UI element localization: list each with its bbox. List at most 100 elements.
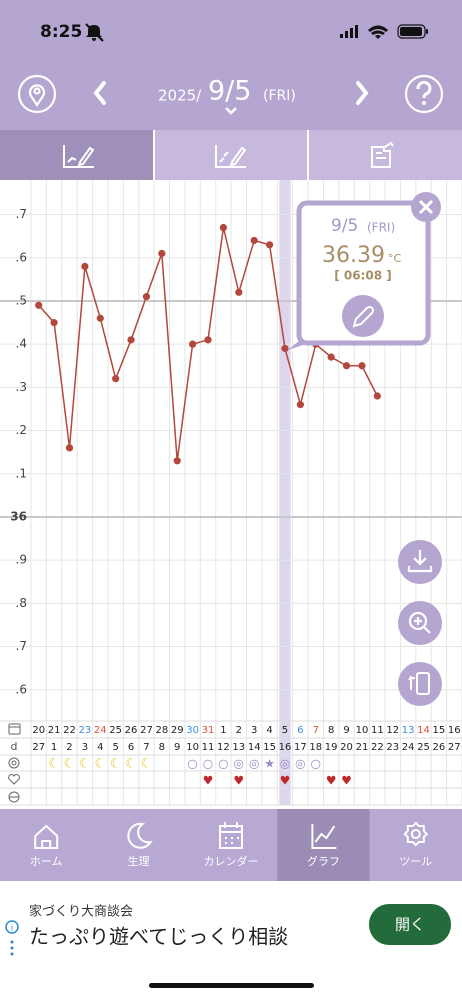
ad-title: たっぷり遊べてじっくり相談 xyxy=(29,925,288,949)
date-label: 7 xyxy=(313,725,319,736)
cycle-day: 7 xyxy=(143,742,149,753)
heart-mark: ♥ xyxy=(341,774,352,788)
moon-mark: ☾ xyxy=(94,757,106,772)
popup-date: 9/5 xyxy=(331,216,358,236)
date-label: 26 xyxy=(125,725,138,736)
rotate-button[interactable] xyxy=(398,662,442,706)
y-tick-label: .3 xyxy=(16,380,27,394)
temperature-point xyxy=(358,362,366,370)
cycle-day: 17 xyxy=(294,742,307,753)
temperature-point xyxy=(265,241,274,249)
popup-unit: °C xyxy=(388,252,402,265)
temperature-point xyxy=(235,288,243,296)
temperature-point xyxy=(127,336,135,344)
date-label: 16 xyxy=(448,725,461,736)
temperature-point xyxy=(373,392,381,400)
y-tick-label: .9 xyxy=(16,553,27,567)
status-time: 8:25 xyxy=(40,22,82,42)
ovulation-mark: ◎ xyxy=(249,757,259,771)
tab-icons[interactable] xyxy=(63,141,394,168)
header-weekday: (FRI) xyxy=(263,88,296,104)
cycle-day: 3 xyxy=(82,742,88,753)
temperature-point xyxy=(281,344,289,353)
help-button[interactable] xyxy=(404,74,444,114)
date-label: 23 xyxy=(79,725,92,736)
cycle-day: 9 xyxy=(174,742,180,753)
date-label: 4 xyxy=(266,725,272,736)
temperature-point xyxy=(296,401,304,409)
ovulation-mark: ★ xyxy=(264,757,275,771)
popup-box xyxy=(296,200,431,346)
location-button[interactable] xyxy=(17,74,57,114)
cycle-day: 11 xyxy=(202,742,215,753)
temperature-point xyxy=(219,223,228,232)
nav-item[interactable] xyxy=(403,821,429,847)
y-tick-label: .7 xyxy=(16,207,27,221)
nav-label: グラフ xyxy=(307,854,340,868)
nav-item[interactable] xyxy=(127,822,153,849)
ovulation-mark: ◎ xyxy=(295,757,305,771)
temperature-point xyxy=(112,375,120,383)
nav-item[interactable] xyxy=(34,824,59,849)
date-label: 8 xyxy=(328,725,334,736)
day-label: d xyxy=(11,740,18,753)
nav-item[interactable] xyxy=(311,824,337,849)
cycle-day: 18 xyxy=(309,742,322,753)
date-label: 31 xyxy=(202,725,215,736)
tab-selected[interactable] xyxy=(0,130,153,180)
date-label: 20 xyxy=(32,725,45,736)
temperature-point xyxy=(327,353,335,361)
nav-label: ホーム xyxy=(30,855,63,868)
nav-icon xyxy=(219,822,243,849)
temperature-point xyxy=(189,340,197,348)
y-tick-label: .5 xyxy=(16,293,27,307)
nav-item[interactable] xyxy=(219,822,243,849)
date-dropdown[interactable] xyxy=(225,107,237,115)
row-icons xyxy=(8,723,21,803)
cycle-day: 5 xyxy=(112,742,118,753)
temperature-point xyxy=(35,301,43,309)
date-label: 15 xyxy=(433,725,446,736)
ovulation-mark: ○ xyxy=(311,757,321,771)
cycle-day: 24 xyxy=(402,742,415,753)
zoom-button[interactable] xyxy=(398,601,442,645)
y-tick-label: 36 xyxy=(10,509,27,523)
nav-label: 生理 xyxy=(128,854,150,868)
edit-button[interactable] xyxy=(342,295,384,337)
heart-mark: ♥ xyxy=(280,774,291,788)
status-icons xyxy=(85,23,428,42)
ad-button-label: 開く xyxy=(395,916,425,934)
moon-mark: ☾ xyxy=(125,757,137,772)
download-button[interactable] xyxy=(398,540,442,584)
ovulation-mark: ○ xyxy=(218,757,228,771)
cycle-day: 25 xyxy=(417,742,430,753)
temperature-point xyxy=(204,336,212,344)
cycle-day: 10 xyxy=(186,742,199,753)
cycle-day: 27 xyxy=(32,742,45,753)
date-label: 6 xyxy=(297,725,303,736)
cycle-day: 2 xyxy=(66,742,72,753)
popup-time: [ 06:08 ] xyxy=(334,269,392,283)
popup-weekday: (FRI) xyxy=(367,221,395,235)
temperature-point xyxy=(158,249,166,258)
header-date: 9/5 xyxy=(208,76,251,107)
date-label: 13 xyxy=(402,725,415,736)
moon-mark: ☾ xyxy=(141,757,153,772)
close-button[interactable] xyxy=(411,192,441,222)
ad-info[interactable]: i xyxy=(5,920,19,956)
y-tick-label: .6 xyxy=(16,682,27,696)
heart-mark: ♥ xyxy=(326,774,337,788)
heart-mark: ♥ xyxy=(203,774,214,788)
date-label: 9 xyxy=(343,725,349,736)
cycle-day: 12 xyxy=(217,742,230,753)
nav-selected xyxy=(277,809,370,881)
date-label: 14 xyxy=(417,725,430,736)
date-label: 28 xyxy=(155,725,168,736)
next-button[interactable] xyxy=(356,81,369,105)
moon-mark: ☾ xyxy=(110,757,122,772)
temperature-point xyxy=(65,444,74,452)
prev-button[interactable] xyxy=(93,81,106,105)
cycle-day: 13 xyxy=(232,742,245,753)
temperature-point xyxy=(173,457,181,465)
ad-button[interactable] xyxy=(369,904,451,945)
